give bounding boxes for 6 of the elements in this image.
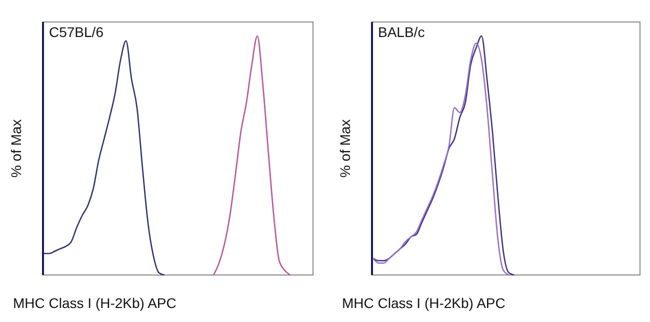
y-axis-title: % of Max bbox=[8, 119, 24, 178]
y-axis-title: % of Max bbox=[337, 119, 353, 178]
x-axis-title: MHC Class I (H-2Kb) APC bbox=[13, 295, 176, 311]
chart-title: BALB/c bbox=[378, 24, 425, 40]
x-axis-title: MHC Class I (H-2Kb) APC bbox=[342, 295, 506, 311]
chart-title: C57BL/6 bbox=[49, 24, 104, 40]
